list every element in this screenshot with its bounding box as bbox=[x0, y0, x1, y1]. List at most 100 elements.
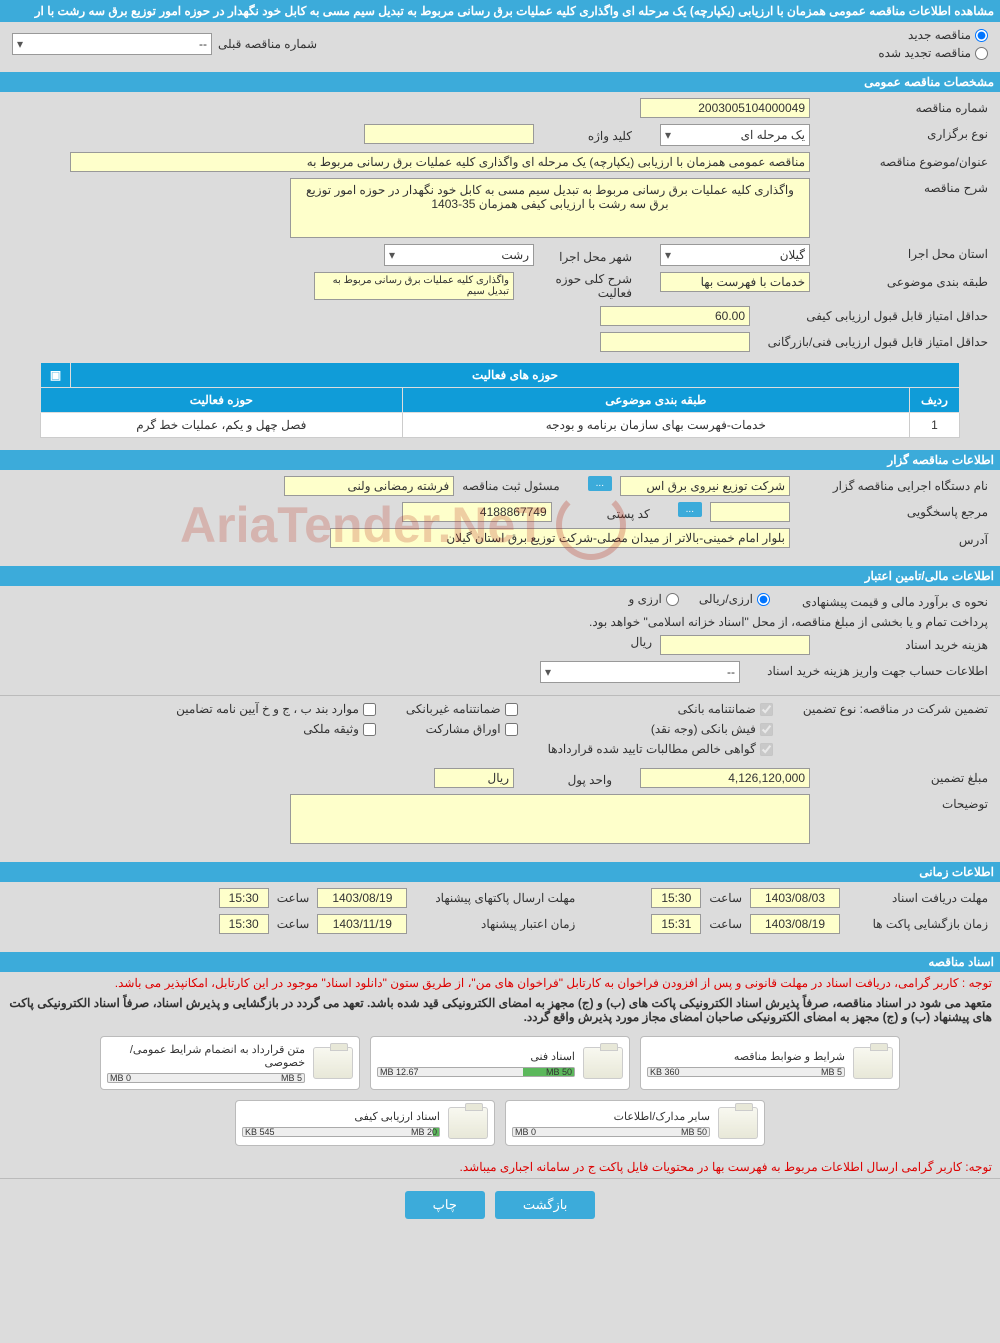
classify-value: خدمات با فهرست بها bbox=[660, 272, 810, 292]
chevron-down-icon: ▾ bbox=[665, 248, 671, 262]
chk-property-label: وثیقه ملکی bbox=[303, 722, 359, 736]
chk-nonbank-label: ضمانتنامه غیربانکی bbox=[406, 702, 501, 716]
address-label: آدرس bbox=[798, 530, 988, 547]
activity-table: حوزه های فعالیت ▣ ردیف طبقه بندی موضوعی … bbox=[40, 362, 960, 438]
prev-number-value: -- bbox=[199, 37, 207, 51]
keyword-label: کلید واژه bbox=[542, 126, 632, 143]
account-select[interactable]: -- ▾ bbox=[540, 661, 740, 683]
prev-number-select[interactable]: -- ▾ bbox=[12, 33, 212, 55]
account-value: -- bbox=[727, 665, 735, 679]
doc-card-quality[interactable]: اسناد ارزیابی کیفی 20 MB 545 KB bbox=[235, 1100, 495, 1146]
amount-label: مبلغ تضمین bbox=[818, 768, 988, 785]
contact-label: مرجع پاسخگویی bbox=[798, 502, 988, 519]
doc-max: 50 MB bbox=[681, 1127, 707, 1137]
doc-cost-value[interactable] bbox=[660, 635, 810, 655]
city-select[interactable]: رشت ▾ bbox=[384, 244, 534, 266]
doc-card-contract[interactable]: متن قرارداد به انضمام شرایط عمومی/خصوصی … bbox=[100, 1036, 360, 1090]
doc-title: متن قرارداد به انضمام شرایط عمومی/خصوصی bbox=[107, 1043, 305, 1069]
hour-label3: ساعت bbox=[709, 917, 742, 931]
chk-bank-label: ضمانتنامه بانکی bbox=[678, 702, 756, 716]
chevron-down-icon: ▾ bbox=[545, 665, 551, 679]
folder-icon bbox=[718, 1107, 758, 1139]
chk-bond-label: موارد بند ب ، ج و خ آیین نامه تضامین bbox=[176, 702, 359, 716]
doc-title: اسناد ارزیابی کیفی bbox=[242, 1110, 440, 1123]
chk-property[interactable] bbox=[363, 723, 376, 736]
cell-scope: فصل چهل و یکم، عملیات خط گرم bbox=[41, 413, 403, 438]
doc-title: سایر مدارک/اطلاعات bbox=[512, 1110, 710, 1123]
doc-card-terms[interactable]: شرایط و ضوابط مناقصه 5 MB360 KB bbox=[640, 1036, 900, 1090]
validity-date[interactable]: 1403/11/19 bbox=[317, 914, 407, 934]
chk-stock-label: اوراق مشارکت bbox=[426, 722, 501, 736]
chk-bond[interactable] bbox=[363, 703, 376, 716]
scope-label: شرح کلی حوزه فعالیت bbox=[522, 272, 632, 300]
amount-value[interactable]: 4,126,120,000 bbox=[640, 768, 810, 788]
account-label: اطلاعات حساب جهت واریز هزینه خرید اسناد bbox=[748, 661, 988, 678]
hour-label4: ساعت bbox=[277, 917, 310, 931]
chk-fish[interactable] bbox=[760, 723, 773, 736]
unit-value: ریال bbox=[434, 768, 514, 788]
folder-icon bbox=[313, 1047, 353, 1079]
cell-num: 1 bbox=[910, 413, 960, 438]
min-tech-value[interactable] bbox=[600, 332, 750, 352]
section-holder-header: اطلاعات مناقصه گزار bbox=[0, 450, 1000, 470]
bid-send-date[interactable]: 1403/08/19 bbox=[317, 888, 407, 908]
section-fin-header: اطلاعات مالی/تامین اعتبار bbox=[0, 566, 1000, 586]
open-label: زمان بازگشایی پاکت ها bbox=[848, 917, 988, 931]
resp-label: مسئول ثبت مناقصه bbox=[462, 479, 559, 493]
postal-value[interactable]: 4188867749 bbox=[402, 502, 552, 522]
province-label: استان محل اجرا bbox=[818, 244, 988, 261]
doc-title: شرایط و ضوابط مناقصه bbox=[647, 1050, 845, 1063]
open-date[interactable]: 1403/08/19 bbox=[750, 914, 840, 934]
collapse-icon[interactable]: ▣ bbox=[41, 363, 71, 388]
doc-title: اسناد فنی bbox=[377, 1050, 575, 1063]
contact-value[interactable] bbox=[710, 502, 790, 522]
doc-max: 20 MB bbox=[411, 1127, 437, 1137]
type-value: یک مرحله ای bbox=[741, 128, 805, 142]
radio-currency[interactable] bbox=[666, 593, 679, 606]
min-quality-value[interactable]: 60.00 bbox=[600, 306, 750, 326]
subject-input[interactable]: مناقصه عمومی همزمان با ارزیابی (یکپارچه)… bbox=[70, 152, 810, 172]
bid-send-time[interactable]: 15:30 bbox=[219, 888, 269, 908]
section-general-header: مشخصات مناقصه عمومی bbox=[0, 72, 1000, 92]
col-scope: حوزه فعالیت bbox=[41, 388, 403, 413]
contact-more-button[interactable]: ... bbox=[678, 502, 702, 517]
number-label: شماره مناقصه bbox=[818, 98, 988, 115]
activity-header: حوزه های فعالیت bbox=[71, 363, 960, 388]
validity-label: زمان اعتبار پیشنهاد bbox=[415, 917, 575, 931]
method-label: نحوه ی برآورد مالی و قیمت پیشنهادی bbox=[778, 592, 988, 609]
tender-type-radios: مناقصه جدید مناقصه تجدید شده bbox=[878, 28, 988, 60]
doc-used: 545 KB bbox=[245, 1127, 275, 1137]
deadline-time[interactable]: 15:30 bbox=[651, 888, 701, 908]
org-more-button[interactable]: ... bbox=[588, 476, 612, 491]
validity-time[interactable]: 15:30 bbox=[219, 914, 269, 934]
province-select[interactable]: گیلان ▾ bbox=[660, 244, 810, 266]
city-value: رشت bbox=[501, 248, 529, 262]
cell-classify: خدمات-فهرست بهای سازمان برنامه و بودجه bbox=[402, 413, 909, 438]
type-select[interactable]: یک مرحله ای ▾ bbox=[660, 124, 810, 146]
radio-new[interactable] bbox=[975, 29, 988, 42]
print-button[interactable]: چاپ bbox=[405, 1191, 485, 1219]
unit-label: واحد پول bbox=[522, 770, 612, 787]
doc-used: 12.67 MB bbox=[380, 1067, 419, 1077]
open-time[interactable]: 15:31 bbox=[651, 914, 701, 934]
scope-value: واگذاری کلیه عملیات برق رسانی مربوط به ت… bbox=[314, 272, 514, 300]
address-value[interactable]: بلوار امام خمینی-بالاتر از میدان مصلی-شر… bbox=[330, 528, 790, 548]
folder-icon bbox=[448, 1107, 488, 1139]
number-value: 2003005104000049 bbox=[640, 98, 810, 118]
notes-textarea[interactable] bbox=[290, 794, 810, 844]
doc-card-tech[interactable]: اسناد فنی 50 MB12.67 MB bbox=[370, 1036, 630, 1090]
desc-textarea[interactable]: واگذاری کلیه عملیات برق رسانی مربوط به ت… bbox=[290, 178, 810, 238]
chk-bank[interactable] bbox=[760, 703, 773, 716]
doc-card-other[interactable]: سایر مدارک/اطلاعات 50 MB0 MB bbox=[505, 1100, 765, 1146]
radio-rial[interactable] bbox=[757, 593, 770, 606]
deadline-date[interactable]: 1403/08/03 bbox=[750, 888, 840, 908]
keyword-input[interactable] bbox=[364, 124, 534, 144]
subject-label: عنوان/موضوع مناقصه bbox=[818, 152, 988, 169]
guarantee-intro: تضمین شرکت در مناقصه: نوع تضمین bbox=[803, 702, 988, 756]
chk-claims[interactable] bbox=[760, 743, 773, 756]
radio-renew[interactable] bbox=[975, 47, 988, 60]
chk-nonbank[interactable] bbox=[505, 703, 518, 716]
back-button[interactable]: بازگشت bbox=[495, 1191, 595, 1219]
type-label: نوع برگزاری bbox=[818, 124, 988, 141]
chk-stock[interactable] bbox=[505, 723, 518, 736]
